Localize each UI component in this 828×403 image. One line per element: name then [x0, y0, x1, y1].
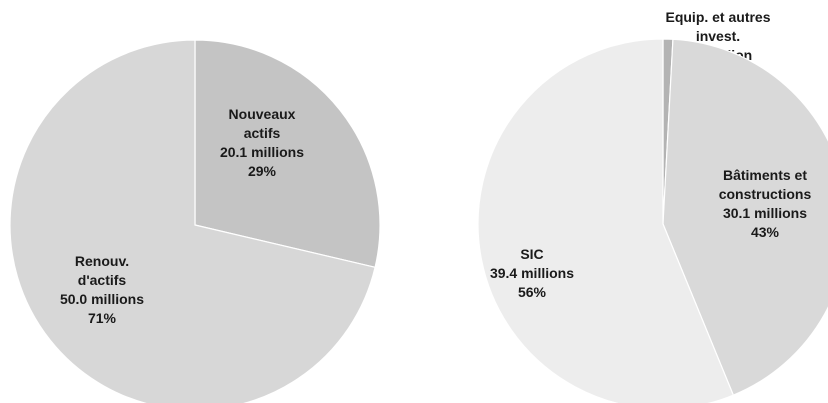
slice-label-line: Equip. et autres: [665, 9, 770, 25]
slice-label-line: d'actifs: [78, 272, 127, 288]
slice-label-line: 39.4 millions: [490, 265, 574, 281]
slice-label-line: SIC: [520, 246, 543, 262]
slice-label-line: invest.: [696, 28, 740, 44]
slice-label-line: 56%: [518, 284, 547, 300]
slice-label-line: 20.1 millions: [220, 144, 304, 160]
slice-label-line: actifs: [244, 125, 281, 141]
slice-label: Bâtiments et constructions 30.1 millions 43…: [719, 167, 812, 240]
slice-label-line: constructions: [719, 186, 812, 202]
slice-label-line: Bâtiments et: [723, 167, 807, 183]
slice-label: Renouv. d'actifs 50.0 millions 71%: [60, 253, 144, 326]
pie-slice: [662, 38, 828, 396]
pie-chart-asset-types: Nouveaux actifs 20.1 millions 29% Renouv. d'a…: [9, 39, 381, 403]
pie-slice: [9, 39, 376, 403]
slice-label-line: Nouveaux: [229, 106, 296, 122]
slice-label: SIC 39.4 millions 56%: [490, 246, 574, 300]
slice-label-line: Renouv.: [75, 253, 129, 269]
slice-label-line: 30.1 millions: [723, 205, 807, 221]
pie-slice: [194, 39, 381, 269]
slice-label-line: 50.0 millions: [60, 291, 144, 307]
pie-slice: [477, 38, 735, 403]
slice-label-line: 71%: [88, 310, 117, 326]
slice-label: Nouveaux actifs 20.1 millions 29%: [220, 106, 304, 179]
slice-label-line: 29%: [248, 163, 277, 179]
slice-label-line: 43%: [751, 224, 780, 240]
